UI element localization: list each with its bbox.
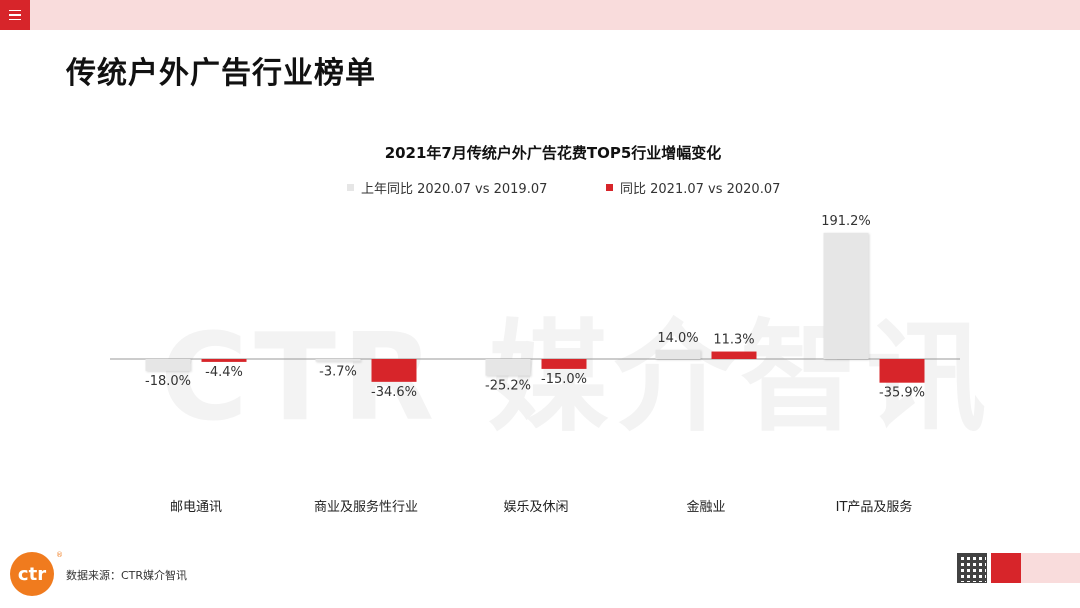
bar-1-5 xyxy=(823,232,869,359)
category-label-4: 金融业 xyxy=(686,499,725,515)
data-label-1-2: -3.7% xyxy=(319,364,357,379)
ctr-logo: ctr xyxy=(10,552,54,596)
data-label-2-2: -34.6% xyxy=(371,385,417,400)
data-label-2-1: -4.4% xyxy=(205,365,243,380)
data-label-2-5: -35.9% xyxy=(879,386,925,401)
legend-label-2: 同比 2021.07 vs 2020.07 xyxy=(620,182,780,197)
legend-label-1: 上年同比 2020.07 vs 2019.07 xyxy=(361,182,547,197)
registered-mark: ® xyxy=(56,551,63,559)
bar-2-5 xyxy=(879,359,925,383)
data-label-2-4: 11.3% xyxy=(713,333,754,348)
menu-icon[interactable] xyxy=(0,0,30,30)
footer-bar xyxy=(1021,553,1080,583)
qr-code-icon[interactable] xyxy=(957,553,987,583)
data-label-1-5: 191.2% xyxy=(821,214,871,229)
category-label-2: 商业及服务性行业 xyxy=(314,499,418,515)
chart-title: 2021年7月传统户外广告花费TOP5行业增幅变化 xyxy=(385,144,722,162)
bar-1-1 xyxy=(145,359,191,371)
data-label-1-4: 14.0% xyxy=(657,331,698,346)
footer-accent-block xyxy=(991,553,1021,583)
data-label-2-3: -15.0% xyxy=(541,372,587,387)
category-label-1: 邮电通讯 xyxy=(170,500,222,515)
bar-1-4 xyxy=(655,349,701,359)
bar-2-4 xyxy=(711,351,757,359)
data-label-1-3: -25.2% xyxy=(485,379,531,394)
bar-1-3 xyxy=(485,359,531,376)
data-source: 数据来源：CTR媒介智讯 xyxy=(66,569,188,582)
top-bar xyxy=(0,0,1080,30)
legend-swatch-2 xyxy=(606,184,613,191)
bar-2-3 xyxy=(541,359,587,369)
data-label-1-1: -18.0% xyxy=(145,374,191,389)
legend-swatch-1 xyxy=(347,184,354,191)
category-label-5: IT产品及服务 xyxy=(836,499,913,515)
bar-1-2 xyxy=(315,359,361,362)
page-title: 传统户外广告行业榜单 xyxy=(66,56,376,91)
category-label-3: 娱乐及休闲 xyxy=(503,500,568,515)
bar-2-1 xyxy=(201,359,247,362)
bar-2-2 xyxy=(371,359,417,382)
